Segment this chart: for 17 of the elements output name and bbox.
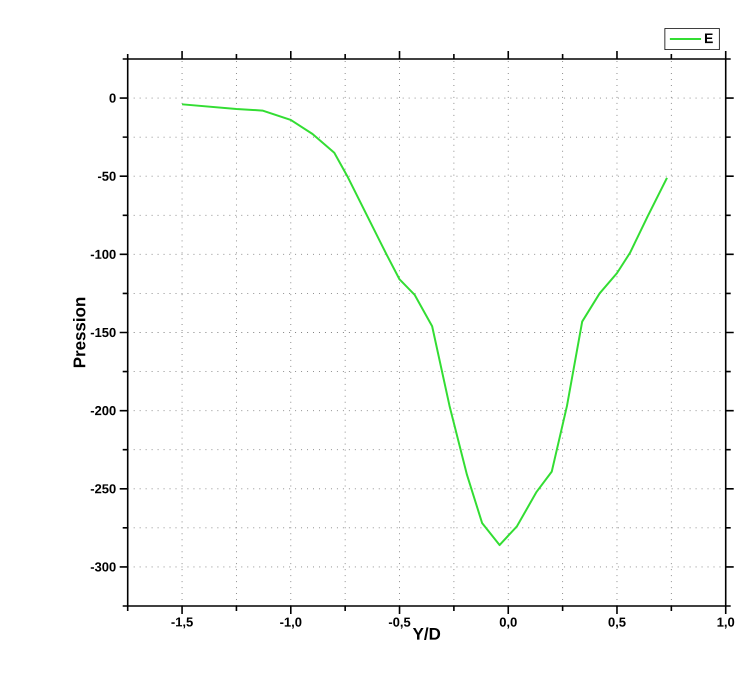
- x-tick-label: 1,0: [718, 618, 734, 629]
- y-tick-label: -50: [98, 172, 116, 181]
- x-tick-label: -1,0: [280, 618, 302, 629]
- y-tick-label: -200: [90, 406, 116, 416]
- legend-label: E: [704, 34, 713, 44]
- x-axis-title: Y/D: [412, 627, 440, 640]
- x-tick-label: -1,5: [171, 618, 193, 628]
- y-tick-label: -300: [90, 562, 116, 572]
- x-tick-label: 0,5: [608, 618, 626, 629]
- line-series: [181, 103, 668, 546]
- x-tick-label: -0,5: [388, 618, 410, 629]
- y-tick-label: -150: [90, 328, 116, 338]
- y-tick-label: 0: [109, 93, 116, 103]
- y-axis-title: Pression: [72, 298, 86, 368]
- y-tick-label: -100: [90, 250, 116, 259]
- x-tick-label: 0,0: [500, 618, 517, 629]
- y-tick-label: -250: [90, 484, 116, 494]
